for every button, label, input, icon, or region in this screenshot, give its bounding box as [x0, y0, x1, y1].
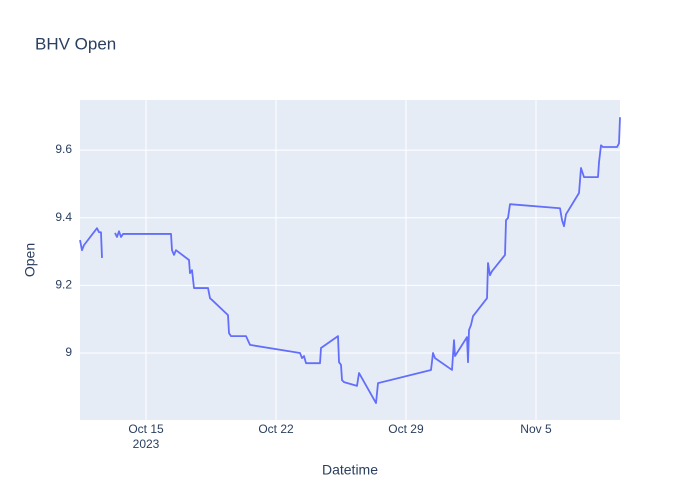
- line-series: [79, 117, 621, 404]
- y-tick-label: 9: [65, 345, 72, 359]
- y-tick-label: 9.2: [55, 278, 72, 292]
- y-axis-title: Open: [22, 243, 38, 277]
- marks: [79, 117, 621, 404]
- x-year-label: 2023: [133, 437, 160, 451]
- x-tick-label: Nov 5: [520, 422, 552, 436]
- x-axis-title: Datetime: [322, 462, 378, 478]
- chart-title: BHV Open: [35, 34, 116, 53]
- x-tick-label: Oct 15: [128, 422, 164, 436]
- x-tick-label: Oct 22: [258, 422, 294, 436]
- grid: [80, 100, 620, 420]
- x-tick-label: Oct 29: [388, 422, 424, 436]
- y-tick-label: 9.4: [55, 210, 72, 224]
- plot-area: [80, 100, 620, 420]
- y-tick-label: 9.6: [55, 142, 72, 156]
